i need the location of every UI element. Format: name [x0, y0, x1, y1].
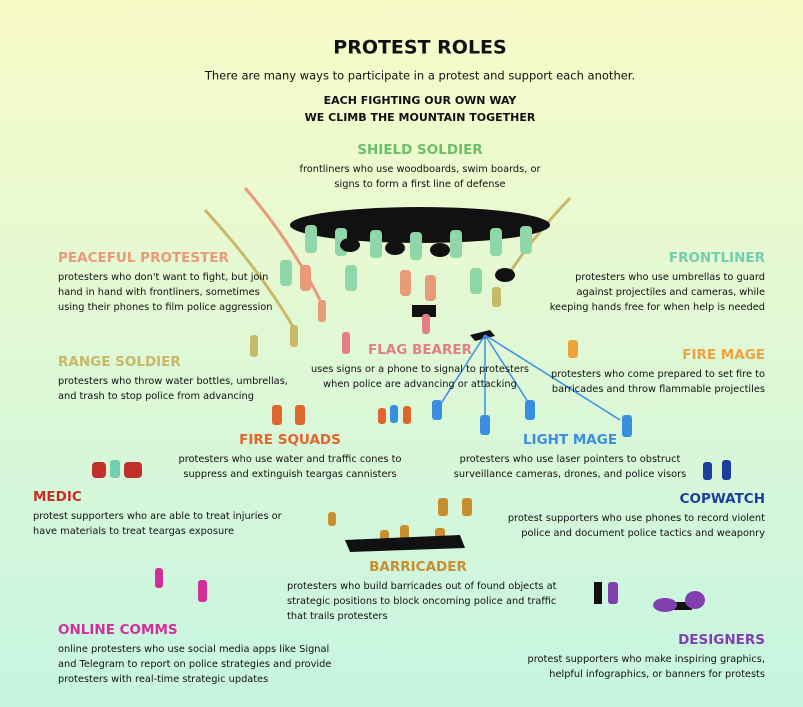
role-description: have materials to treat teargas exposure — [33, 526, 234, 537]
role-description: barricades and throw flammable projectil… — [552, 384, 765, 395]
role-name: ONLINE COMMS — [58, 622, 178, 638]
role-description: signs to form a first line of defense — [334, 179, 505, 190]
role-description: protest supporters who make inspiring gr… — [528, 654, 765, 665]
role-name: FIRE MAGE — [682, 347, 765, 363]
role-description: surveillance cameras, drones, and police… — [454, 469, 686, 480]
role-description: protesters with real-time strategic upda… — [58, 674, 268, 685]
role-name: MEDIC — [33, 489, 82, 505]
role-name: DESIGNERS — [678, 632, 765, 648]
role-description: uses signs or a phone to signal to prote… — [311, 364, 529, 375]
role-description: protest supporters who use phones to rec… — [508, 513, 765, 524]
role-description: online protesters who use social media a… — [58, 644, 329, 655]
role-description: keeping hands free for when help is need… — [550, 302, 765, 313]
role-description: that trails protesters — [287, 611, 388, 622]
role-description: and trash to stop police from advancing — [58, 391, 254, 402]
role-name: RANGE SOLDIER — [58, 354, 181, 370]
role-description: protesters who use umbrellas to guard — [575, 272, 765, 283]
role-description: helpful infographics, or banners for pro… — [549, 669, 765, 680]
role-description: when police are advancing or attacking — [323, 379, 517, 390]
motto-line: WE CLIMB THE MOUNTAIN TOGETHER — [305, 111, 536, 124]
role-description: against projectiles and cameras, while — [577, 287, 765, 298]
role-description: protesters who use laser pointers to obs… — [460, 454, 681, 465]
infographic: PROTEST ROLES There are many ways to par… — [0, 0, 803, 707]
role-name: FLAG BEARER — [368, 342, 473, 358]
role-name: SHIELD SOLDIER — [357, 142, 483, 158]
role-name: FIRE SQUADS — [239, 432, 341, 448]
role-description: protest supporters who are able to treat… — [33, 511, 283, 522]
role-name: COPWATCH — [680, 491, 765, 507]
role-description: suppress and extinguish teargas canniste… — [183, 469, 396, 480]
role-description: hand in hand with frontliners, sometimes — [58, 287, 260, 298]
role-description: strategic positions to block oncoming po… — [287, 596, 556, 607]
subtitle: There are many ways to participate in a … — [204, 69, 635, 83]
role-description: protesters who build barricades out of f… — [287, 581, 557, 592]
role-description: and Telegram to report on police strateg… — [58, 659, 331, 670]
role-description: protesters who don't want to fight, but … — [58, 272, 268, 283]
role-description: protesters who throw water bottles, umbr… — [58, 376, 288, 387]
role-description: protesters who use water and traffic con… — [179, 454, 402, 465]
role-name: PEACEFUL PROTESTER — [58, 250, 230, 266]
role-description: using their phones to film police aggres… — [58, 302, 273, 313]
role-description: protesters who come prepared to set fire… — [551, 369, 765, 380]
role-description: police and document police tactics and w… — [521, 528, 765, 539]
role-name: FRONTLINER — [669, 250, 766, 266]
role-name: LIGHT MAGE — [523, 432, 617, 448]
title: PROTEST ROLES — [333, 37, 506, 59]
motto-line: EACH FIGHTING OUR OWN WAY — [324, 94, 518, 107]
role-description: frontliners who use woodboards, swim boa… — [300, 164, 542, 175]
role-name: BARRICADER — [369, 559, 467, 575]
